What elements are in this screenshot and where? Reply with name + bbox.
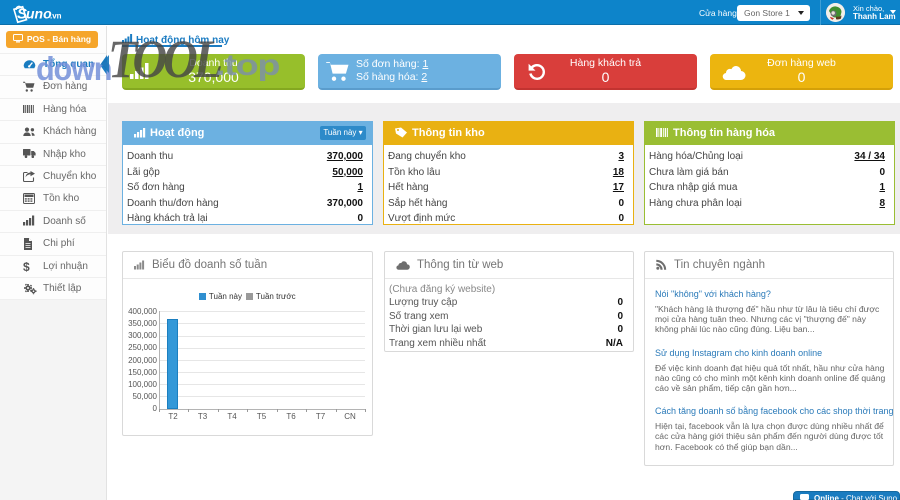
svg-text:$: $ (23, 260, 30, 273)
svg-text:S: S (17, 6, 27, 23)
svg-text:.vn: .vn (50, 12, 62, 21)
svg-text:uno: uno (26, 6, 52, 22)
